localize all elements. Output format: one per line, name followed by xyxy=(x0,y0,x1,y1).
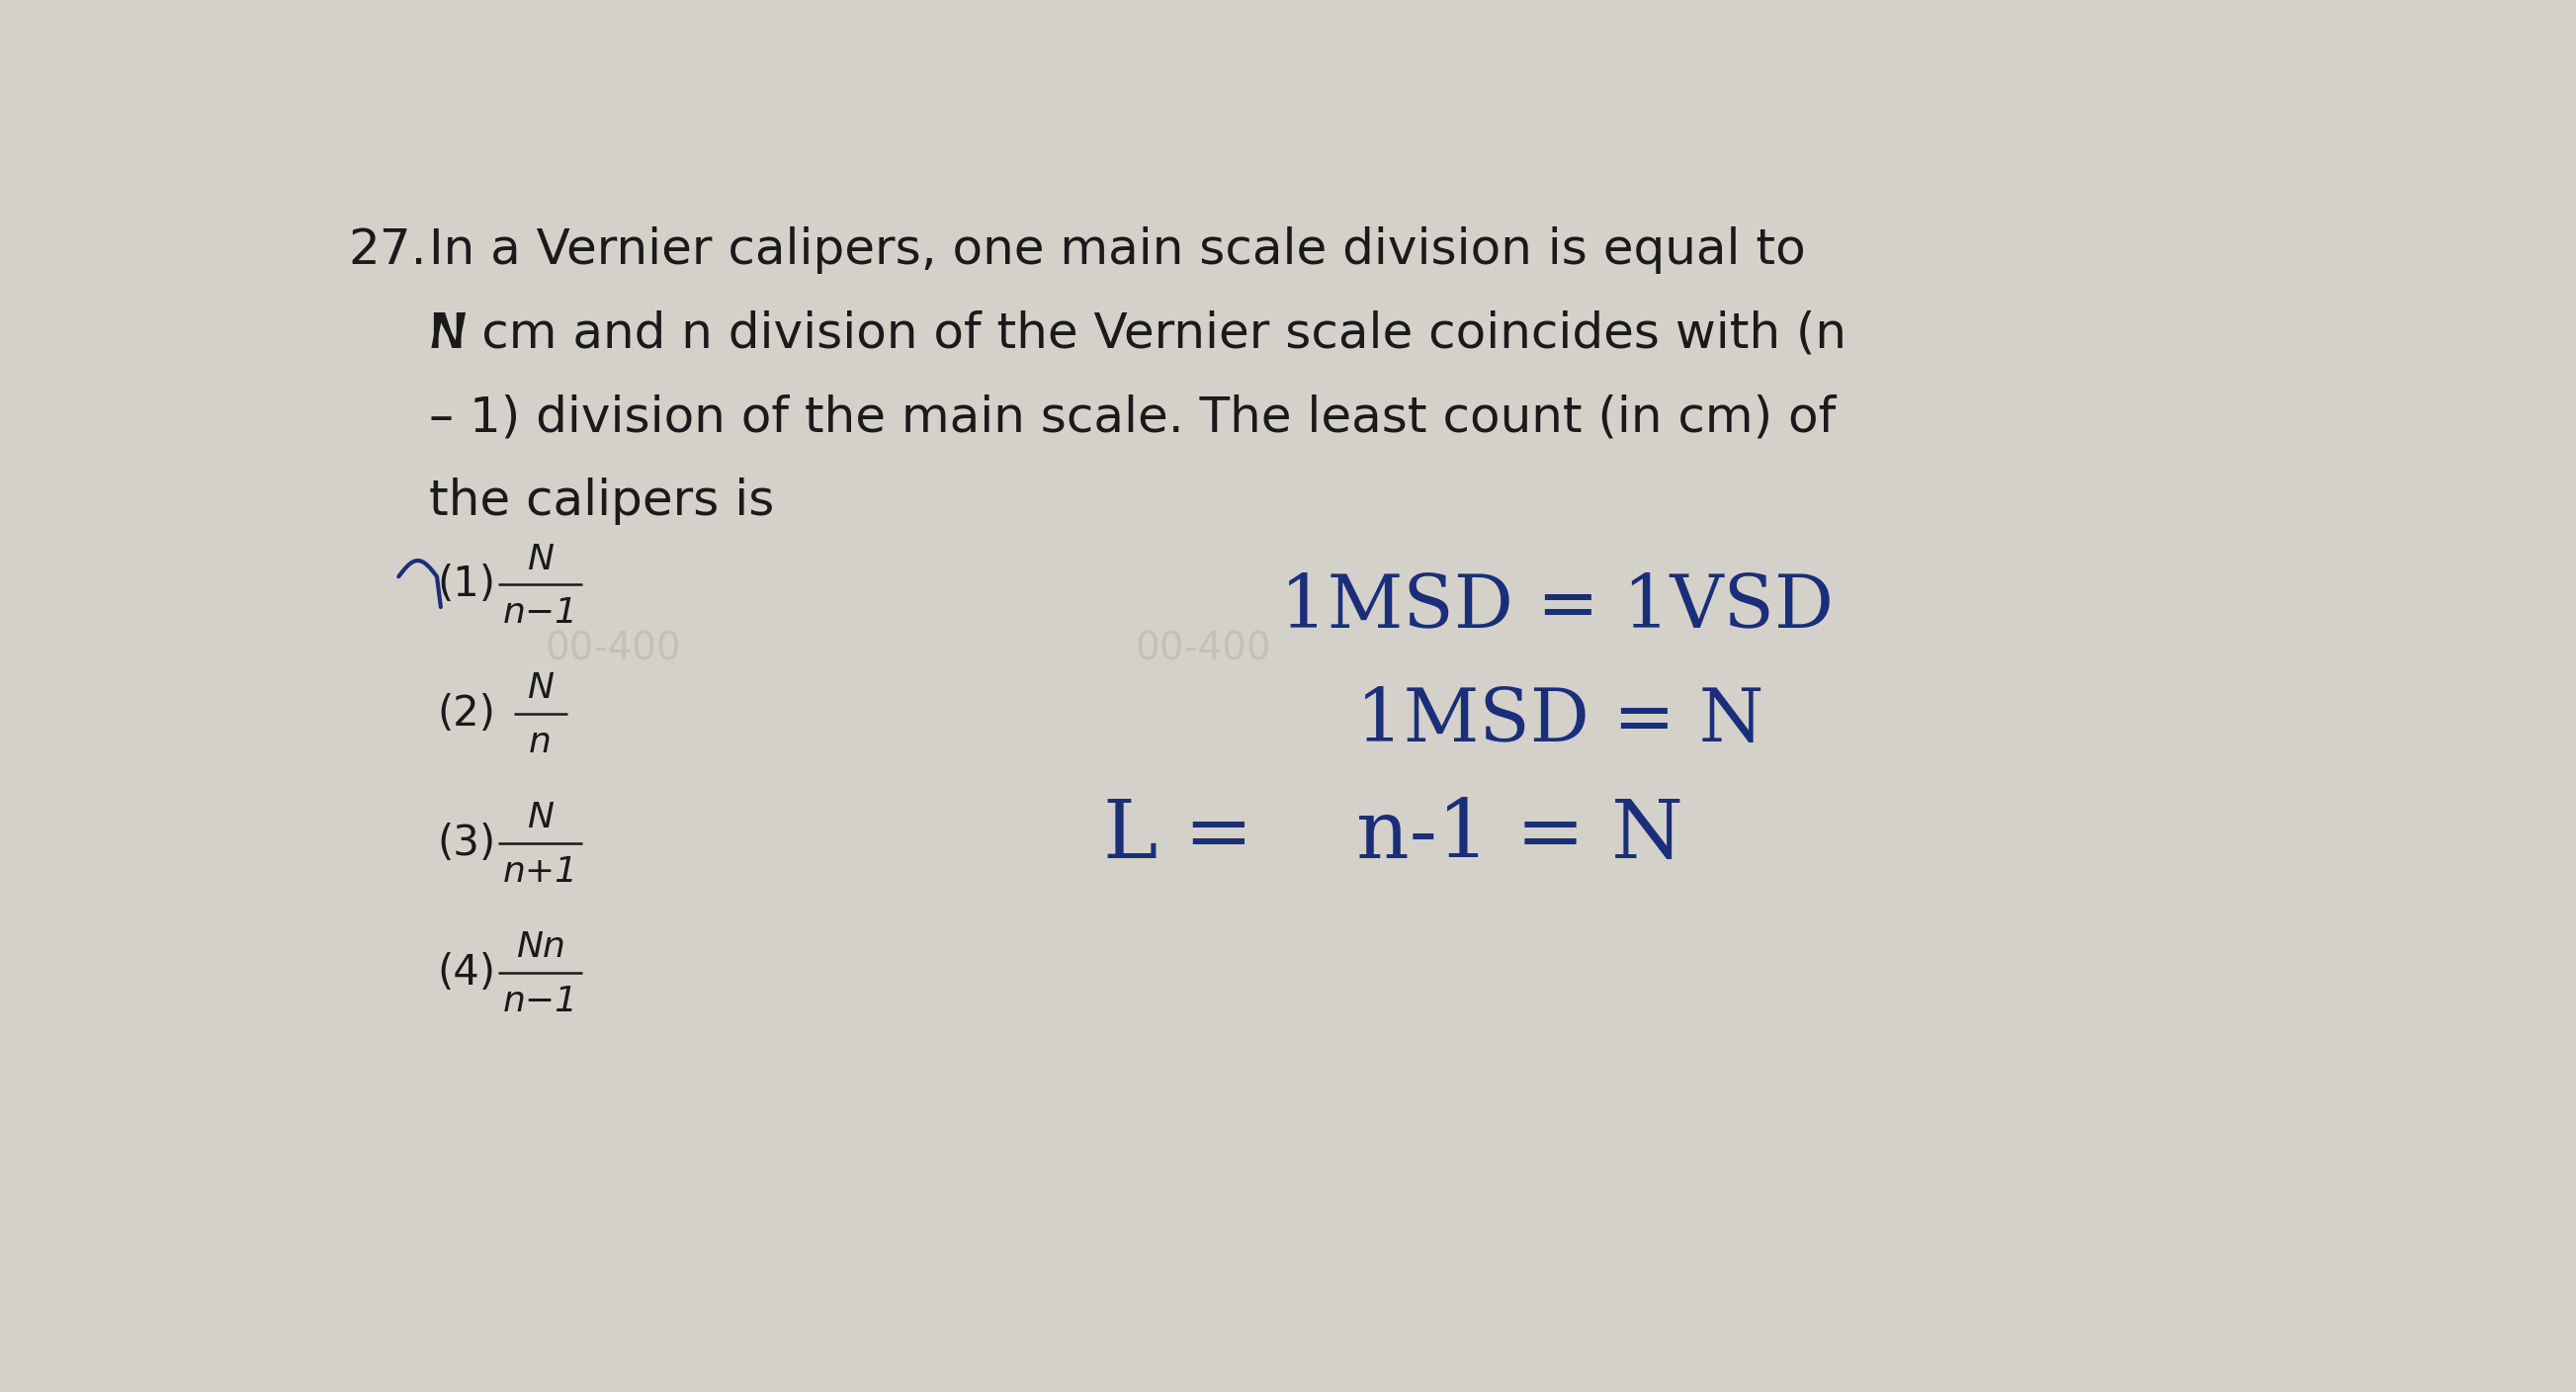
Text: (1): (1) xyxy=(438,564,495,606)
Text: the calipers is: the calipers is xyxy=(430,477,775,525)
Text: N: N xyxy=(528,672,554,706)
Text: – 1) division of the main scale. The least count (in cm) of: – 1) division of the main scale. The lea… xyxy=(430,394,1837,441)
Text: N: N xyxy=(528,543,554,576)
Text: n−1: n−1 xyxy=(502,984,577,1018)
Text: n+1: n+1 xyxy=(502,855,577,888)
Text: n-1 = N: n-1 = N xyxy=(1355,796,1682,876)
Text: In a Vernier calipers, one main scale division is equal to: In a Vernier calipers, one main scale di… xyxy=(430,227,1806,274)
Text: (4): (4) xyxy=(438,952,495,994)
Text: N: N xyxy=(430,310,466,358)
Text: (3): (3) xyxy=(438,823,495,864)
Text: N: N xyxy=(528,802,554,835)
Text: 00-400: 00-400 xyxy=(546,631,680,668)
Text: (2): (2) xyxy=(438,693,495,735)
Text: n−1: n−1 xyxy=(502,596,577,631)
Text: N cm and n division of the Vernier scale coincides with (n: N cm and n division of the Vernier scale… xyxy=(430,310,1847,358)
Text: 27.: 27. xyxy=(348,227,428,274)
Text: 1MSD = 1VSD: 1MSD = 1VSD xyxy=(1280,571,1834,643)
Text: Nn: Nn xyxy=(515,930,564,965)
Text: L =: L = xyxy=(1103,796,1255,876)
Text: 1MSD = N: 1MSD = N xyxy=(1355,685,1765,757)
Text: n: n xyxy=(528,725,551,760)
Text: 00-400: 00-400 xyxy=(1136,631,1270,668)
